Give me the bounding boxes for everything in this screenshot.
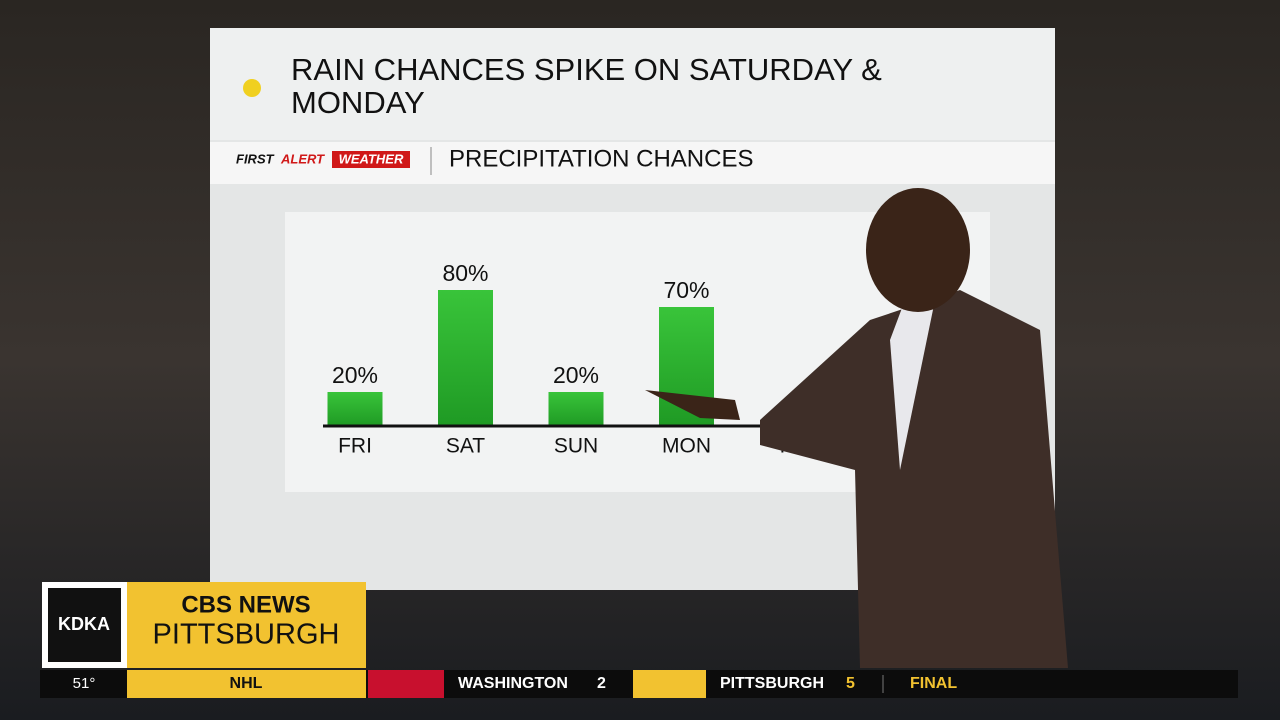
- section-title: PRECIPITATION CHANCES: [449, 145, 753, 172]
- league-box: [127, 670, 366, 698]
- suit: [760, 290, 1068, 668]
- value-label: 80%: [442, 260, 488, 286]
- away-team: WASHINGTON: [458, 675, 568, 692]
- shirt: [890, 300, 935, 470]
- headline-line: RAIN CHANCES SPIKE ON SATURDAY &: [291, 52, 882, 87]
- home-score: 5: [846, 675, 855, 692]
- brand-weather: WEATHER: [339, 151, 404, 166]
- brand-box: [332, 151, 410, 168]
- bar: [548, 392, 604, 426]
- value-label: 20%: [553, 362, 599, 388]
- away-logo: [368, 670, 444, 698]
- bar: [327, 392, 383, 426]
- category-label: SAT: [446, 435, 485, 458]
- head: [866, 188, 970, 312]
- station-box: [48, 588, 121, 662]
- brand-alert: ALERT: [280, 151, 325, 166]
- brand-first: FIRST: [236, 151, 275, 166]
- headline: RAIN CHANCES SPIKE ON SATURDAY & MONDAY: [291, 52, 890, 120]
- value-label: 70%: [663, 277, 709, 303]
- headline-area: [210, 28, 1055, 140]
- station-call: KDKA: [58, 614, 110, 634]
- temperature: 51°: [73, 675, 96, 692]
- home-team: PITTSBURGH: [720, 675, 824, 692]
- category-label: FRI: [338, 435, 372, 458]
- league: NHL: [230, 675, 263, 692]
- away-score: 2: [597, 675, 606, 692]
- city: PITTSBURGH: [153, 619, 340, 651]
- station-banner: [127, 582, 366, 668]
- home-logo: [633, 670, 706, 698]
- status: FINAL: [910, 675, 957, 692]
- presenter: [645, 188, 1068, 668]
- category-label: MON: [662, 435, 711, 458]
- network: CBS NEWS: [181, 591, 310, 618]
- bullet: [243, 79, 261, 97]
- headline-line: MONDAY: [291, 85, 425, 120]
- category-label: SUN: [554, 435, 598, 458]
- hand: [645, 390, 740, 420]
- value-label: 20%: [332, 362, 378, 388]
- bar: [438, 290, 493, 426]
